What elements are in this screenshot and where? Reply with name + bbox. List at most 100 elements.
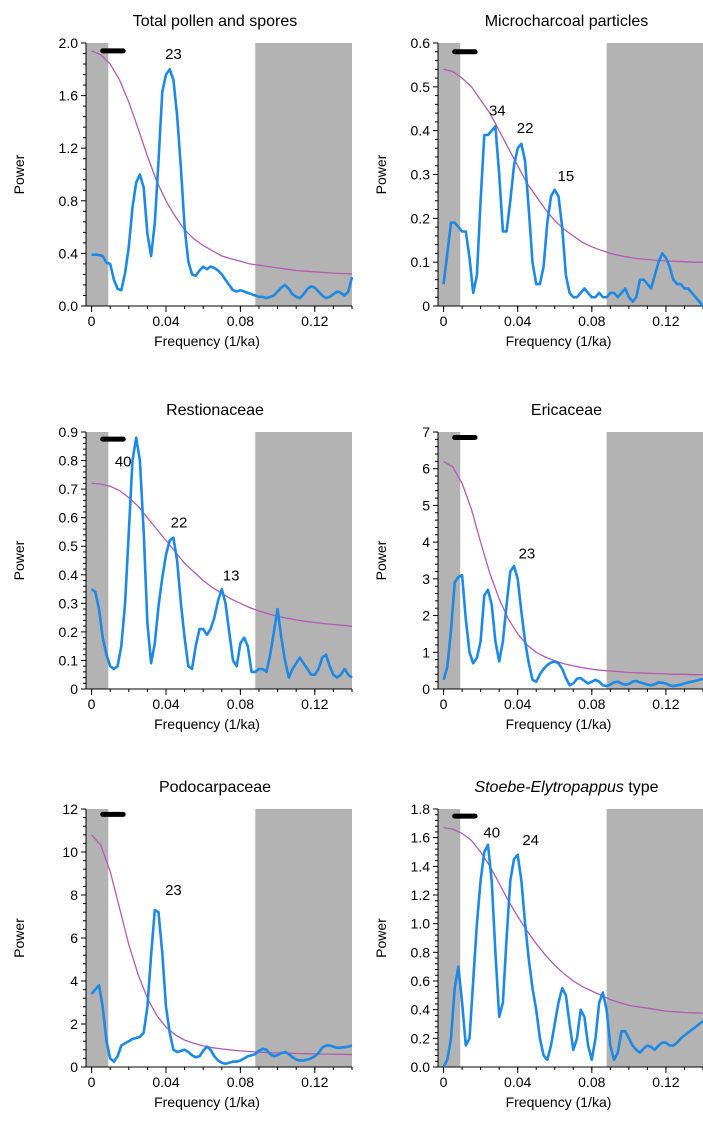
shaded-band	[438, 43, 461, 306]
peak-label: 24	[522, 832, 539, 849]
y-tick-label: 0.8	[411, 944, 431, 960]
x-tick-label: 0.04	[504, 696, 531, 712]
chart-panel-2: 0 0.1 0.2 0.3 0.4 0.5 0.6 0 0.04 0.08 0.12 Frequenc…	[373, 13, 703, 349]
x-axis-label: Frequency (1/ka)	[506, 1094, 612, 1110]
peak-label: 22	[517, 120, 534, 137]
y-tick-label: 4	[422, 534, 430, 550]
y-tick-label: 0.4	[411, 1002, 431, 1018]
y-tick-label: 0	[422, 681, 430, 697]
peak-label: 40	[115, 453, 132, 470]
x-tick-label: 0.12	[652, 313, 679, 329]
x-tick-label: 0.08	[227, 313, 254, 329]
x-tick-label: 0.04	[152, 696, 179, 712]
y-tick-label: 0.6	[411, 973, 431, 989]
y-tick-label: 0	[422, 298, 430, 314]
noise-curve	[443, 460, 703, 676]
spectrum-line	[90, 908, 353, 1066]
shaded-band	[438, 809, 461, 1067]
y-tick-label: 1.8	[411, 801, 431, 817]
y-tick-label: 0.0	[59, 298, 79, 314]
x-tick-label: 0	[88, 313, 96, 329]
x-tick-label: 0.04	[152, 1074, 179, 1090]
y-tick-label: 1.4	[411, 858, 431, 874]
y-tick-label: 0.7	[59, 481, 79, 497]
x-tick-label: 0.12	[652, 1074, 679, 1090]
x-tick-label: 0	[88, 696, 96, 712]
x-tick-label: 0.08	[227, 1074, 254, 1090]
x-axis-label: Frequency (1/ka)	[506, 333, 612, 349]
y-tick-label: 0.9	[59, 424, 79, 440]
peak-label: 23	[519, 546, 536, 563]
y-axis-label: Power	[373, 918, 389, 958]
y-tick-label: 5	[422, 497, 430, 513]
y-tick-label: 0.6	[59, 510, 79, 526]
x-tick-label: 0.12	[652, 696, 679, 712]
chart-title-rest: type	[624, 779, 659, 796]
peak-label: 40	[483, 825, 500, 842]
chart-panel-1: 0.0 0.4 0.8 1.2 1.6 2.0 0 0.04 0.08 0.12 Frequency…	[11, 13, 354, 349]
y-tick-label: 4	[70, 973, 78, 989]
x-tick-label: 0	[440, 313, 448, 329]
y-tick-label: 2	[70, 1016, 78, 1032]
spectrum-line	[91, 68, 354, 300]
y-tick-label: 2	[422, 608, 430, 624]
peak-label: 15	[558, 168, 575, 185]
y-tick-label: 7	[422, 424, 430, 440]
peak-label: 23	[165, 46, 182, 63]
y-tick-label: 0.1	[411, 254, 431, 270]
y-axis-label: Power	[373, 154, 389, 194]
x-tick-label: 0.08	[227, 696, 254, 712]
y-axis-label: Power	[373, 540, 389, 580]
x-axis-label: Frequency (1/ka)	[154, 1094, 260, 1110]
x-tick-label: 0.08	[578, 313, 605, 329]
x-tick-label: 0.12	[301, 696, 328, 712]
peak-label: 22	[171, 515, 188, 532]
y-tick-label: 0.8	[59, 453, 79, 469]
shaded-band	[255, 809, 352, 1067]
chart-title: Microcharcoal particles	[485, 13, 649, 30]
x-axis-label: Frequency (1/ka)	[154, 716, 260, 732]
shaded-band	[86, 432, 109, 689]
chart-panel-3: 0 0.1 0.2 0.3 0.4 0.5 0.6 0.7 0.8 0.9 0 0.04 0.08 0.1…	[11, 402, 353, 732]
y-tick-label: 0.0	[411, 1059, 431, 1075]
chart-title-italic: Stoebe-Elytropappus	[474, 779, 623, 796]
y-tick-label: 0.2	[411, 1030, 431, 1046]
x-tick-label: 0	[440, 1074, 448, 1090]
chart-title: Stoebe-Elytropappus type	[474, 779, 658, 796]
noise-curve	[91, 834, 353, 1056]
y-tick-label: 0.1	[59, 652, 79, 668]
y-tick-label: 0	[70, 681, 78, 697]
shaded-band	[606, 43, 703, 306]
chart-title: Ericaceae	[531, 402, 602, 419]
y-tick-label: 0.4	[411, 123, 431, 139]
y-tick-label: 0.2	[59, 624, 79, 640]
peak-label: 34	[489, 102, 506, 119]
chart-panel-6: 0.0 0.2 0.4 0.6 0.8 1.0 1.2 1.4 1.6 1.8 0 0.04 0.08 0…	[373, 779, 703, 1110]
y-tick-label: 2.0	[59, 35, 79, 51]
y-axis-label: Power	[11, 540, 27, 580]
x-tick-label: 0	[88, 1074, 96, 1090]
y-axis-label: Power	[11, 154, 27, 194]
x-tick-label: 0.08	[578, 1074, 605, 1090]
shaded-band	[438, 432, 461, 689]
y-tick-label: 1.0	[411, 916, 431, 932]
y-tick-label: 0	[70, 1059, 78, 1075]
spectrum-line	[442, 843, 703, 1068]
y-tick-label: 0.2	[411, 210, 431, 226]
y-tick-label: 1.2	[411, 887, 431, 903]
noise-curve	[443, 826, 703, 1014]
x-tick-label: 0.12	[301, 313, 328, 329]
y-tick-label: 1	[422, 644, 430, 660]
spectrum-line	[90, 436, 353, 679]
spectrum-line	[442, 564, 703, 688]
y-tick-label: 0.5	[59, 538, 79, 554]
shaded-band	[606, 809, 703, 1067]
y-tick-label: 0.4	[59, 567, 79, 583]
y-tick-label: 1.6	[59, 88, 79, 104]
x-tick-label: 0	[440, 696, 448, 712]
y-tick-label: 0.5	[411, 79, 431, 95]
shaded-band	[606, 432, 703, 689]
y-tick-label: 0.3	[411, 167, 431, 183]
y-axis-label: Power	[11, 918, 27, 958]
